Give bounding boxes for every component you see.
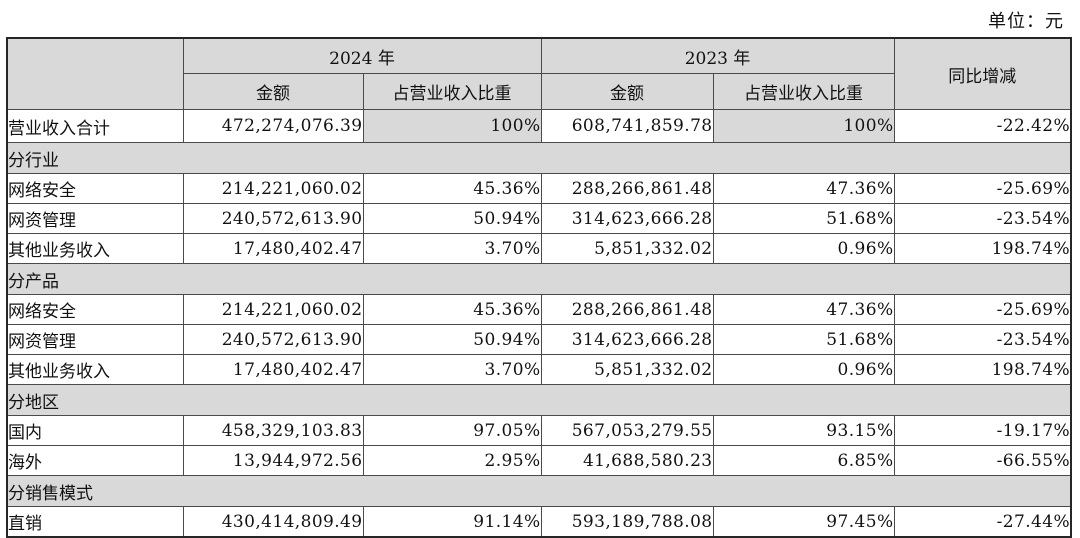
amount-2024-cell: 458,329,103.83 (182, 415, 364, 446)
row-label-cell: 海外 (6, 445, 184, 476)
amount-2024-cell: 214,221,060.02 (182, 173, 364, 204)
table-row: 海外 13,944,972.56 2.95% 41,688,580.23 6.8… (6, 445, 1072, 476)
share-2023-cell: 47.36% (712, 173, 895, 204)
amount-2023-cell: 288,266,861.48 (540, 173, 714, 204)
share-2023-cell: 97.45% (712, 506, 895, 538)
table-row: 国内 458,329,103.83 97.05% 567,053,279.55 … (6, 415, 1072, 446)
share-2023-cell: 47.36% (712, 294, 895, 325)
section-row-region: 分地区 (6, 384, 1072, 416)
share-2024-cell: 100% (362, 109, 542, 143)
row-label-cell: 网络安全 (6, 173, 184, 204)
yoy-cell: -27.44% (893, 506, 1072, 538)
row-label-cell: 网资管理 (6, 324, 184, 355)
header-row-years: 2024 年 2023 年 同比增减 (6, 37, 1072, 110)
yoy-cell: -25.69% (893, 294, 1072, 325)
table-row: 网络安全 214,221,060.02 45.36% 288,266,861.4… (6, 173, 1072, 204)
row-label-cell: 营业收入合计 (6, 109, 184, 143)
yoy-cell: -23.54% (893, 324, 1072, 355)
row-label-cell: 国内 (6, 415, 184, 446)
share-2024-cell: 97.05% (362, 415, 542, 446)
share-2024-cell: 45.36% (362, 173, 542, 204)
row-label-cell: 其他业务收入 (6, 354, 184, 385)
section-title: 分行业 (6, 142, 1072, 174)
header-yoy: 同比增减 (893, 37, 1072, 110)
share-2024-cell: 2.95% (362, 445, 542, 476)
header-year-2024: 2024 年 (182, 37, 542, 74)
amount-2024-cell: 17,480,402.47 (182, 233, 364, 264)
row-label-cell: 直销 (6, 506, 184, 538)
section-row-sales-mode: 分销售模式 (6, 475, 1072, 507)
amount-2023-cell: 567,053,279.55 (540, 415, 714, 446)
amount-2023-cell: 288,266,861.48 (540, 294, 714, 325)
amount-2023-cell: 5,851,332.02 (540, 233, 714, 264)
table-row: 其他业务收入 17,480,402.47 3.70% 5,851,332.02 … (6, 233, 1072, 264)
section-title: 分地区 (6, 384, 1072, 416)
yoy-cell: -19.17% (893, 415, 1072, 446)
share-2023-cell: 6.85% (712, 445, 895, 476)
yoy-cell: -25.69% (893, 173, 1072, 204)
row-label-cell: 网络安全 (6, 294, 184, 325)
table-row: 其他业务收入 17,480,402.47 3.70% 5,851,332.02 … (6, 354, 1072, 385)
section-row-industry: 分行业 (6, 142, 1072, 174)
amount-2024-cell: 214,221,060.02 (182, 294, 364, 325)
revenue-breakdown-table: 2024 年 2023 年 同比增减 金额 占营业收入比重 金额 占营业收入比重… (6, 37, 1073, 538)
amount-2024-cell: 17,480,402.47 (182, 354, 364, 385)
share-2024-cell: 91.14% (362, 506, 542, 538)
share-2024-cell: 3.70% (362, 233, 542, 264)
share-2023-cell: 93.15% (712, 415, 895, 446)
header-share-2024: 占营业收入比重 (362, 73, 542, 110)
yoy-cell: 198.74% (893, 233, 1072, 264)
section-row-product: 分产品 (6, 263, 1072, 295)
share-2023-cell: 0.96% (712, 354, 895, 385)
header-share-2023: 占营业收入比重 (712, 73, 895, 110)
unit-label: 单位：元 (988, 11, 1064, 32)
yoy-cell: -66.55% (893, 445, 1072, 476)
row-label-cell: 网资管理 (6, 203, 184, 234)
yoy-cell: -22.42% (893, 109, 1072, 143)
amount-2023-cell: 314,623,666.28 (540, 203, 714, 234)
header-amount-2024: 金额 (182, 73, 364, 110)
amount-2024-cell: 472,274,076.39 (182, 109, 364, 143)
amount-2023-cell: 608,741,859.78 (540, 109, 714, 143)
share-2023-cell: 51.68% (712, 203, 895, 234)
yoy-cell: -23.54% (893, 203, 1072, 234)
share-2024-cell: 50.94% (362, 203, 542, 234)
table-row: 网资管理 240,572,613.90 50.94% 314,623,666.2… (6, 203, 1072, 234)
amount-2023-cell: 593,189,788.08 (540, 506, 714, 538)
share-2024-cell: 45.36% (362, 294, 542, 325)
header-amount-2023: 金额 (540, 73, 714, 110)
row-label-cell: 其他业务收入 (6, 233, 184, 264)
share-2024-cell: 3.70% (362, 354, 542, 385)
table-row-total: 营业收入合计 472,274,076.39 100% 608,741,859.7… (6, 109, 1072, 143)
amount-2024-cell: 430,414,809.49 (182, 506, 364, 538)
amount-2024-cell: 240,572,613.90 (182, 203, 364, 234)
table-row: 网资管理 240,572,613.90 50.94% 314,623,666.2… (6, 324, 1072, 355)
header-row-subcolumns: 金额 占营业收入比重 金额 占营业收入比重 (7, 73, 1071, 110)
amount-2024-cell: 240,572,613.90 (182, 324, 364, 355)
section-title: 分产品 (6, 263, 1072, 295)
share-2023-cell: 0.96% (712, 233, 895, 264)
amount-2023-cell: 314,623,666.28 (540, 324, 714, 355)
share-2023-cell: 51.68% (712, 324, 895, 355)
section-title: 分销售模式 (6, 475, 1072, 507)
share-2024-cell: 50.94% (362, 324, 542, 355)
amount-2024-cell: 13,944,972.56 (182, 445, 364, 476)
header-year-2023: 2023 年 (540, 37, 895, 74)
header-blank-cell (6, 37, 184, 110)
table-row: 直销 430,414,809.49 91.14% 593,189,788.08 … (6, 506, 1072, 538)
amount-2023-cell: 5,851,332.02 (540, 354, 714, 385)
table-row: 网络安全 214,221,060.02 45.36% 288,266,861.4… (6, 294, 1072, 325)
amount-2023-cell: 41,688,580.23 (540, 445, 714, 476)
yoy-cell: 198.74% (893, 354, 1072, 385)
share-2023-cell: 100% (712, 109, 895, 143)
